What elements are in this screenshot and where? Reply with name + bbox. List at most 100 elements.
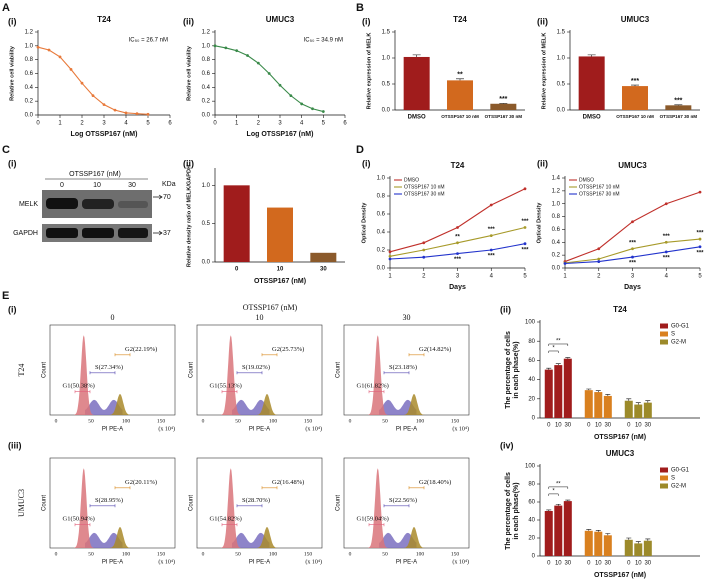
flow-s-phase (85, 399, 123, 415)
y-axis-label: Optical Density (361, 202, 367, 244)
flow-x-unit: (x 10⁴) (158, 558, 175, 565)
flow-g1-peak (219, 468, 242, 548)
legend-label: S (671, 332, 675, 338)
data-point (422, 248, 426, 252)
bar (267, 207, 293, 262)
flow-x-tick: 150 (304, 551, 313, 557)
y-tick-label: 0.6 (25, 71, 34, 77)
error-bar (587, 54, 596, 57)
y-tick-label: 1.0 (202, 183, 211, 189)
panel-label: D (356, 144, 364, 156)
x-tick-label: 30 (564, 561, 571, 567)
annotation: IC₅₀ = 26.7 nM (129, 38, 168, 44)
blot-band (82, 199, 114, 209)
significance: *** (488, 227, 496, 233)
y-axis-label: Relative cell viability (9, 45, 15, 101)
y-tick-label: 1.0 (377, 176, 386, 182)
panel-label: C (2, 144, 10, 156)
protein-label: GAPDH (13, 230, 38, 237)
x-tick-label: 30 (644, 561, 651, 567)
legend-label: OTSSP167 30 nM (579, 191, 620, 197)
gate-bracket (368, 523, 385, 527)
flow-x-label: PI PE-A (396, 560, 417, 566)
flow-y-label: Count (336, 495, 342, 511)
x-tick-label: OTSSP167 30 nM (485, 114, 523, 119)
bar (603, 535, 612, 556)
flow-g2-peak (404, 394, 427, 415)
gate-bracket (261, 486, 278, 490)
flow-x-tick: 100 (269, 418, 278, 424)
y-tick-label: 0.4 (25, 85, 34, 91)
x-tick-label: 5 (523, 274, 527, 280)
significance: *** (629, 240, 637, 246)
gate-label: G1(55.13%) (210, 383, 242, 390)
y-tick-label: 1.4 (552, 176, 561, 182)
x-tick-label: 6 (168, 121, 172, 127)
data-point (146, 112, 150, 116)
error-bar (605, 533, 611, 536)
bar (624, 539, 633, 556)
data-point (563, 262, 567, 265)
error-bar (565, 357, 571, 359)
x-tick-label: 0 (235, 267, 239, 273)
marker-label: 70 (163, 194, 171, 201)
y-tick-label: 0.6 (552, 227, 561, 233)
gate-bracket (89, 504, 116, 508)
y-tick-label: 1.0 (25, 43, 34, 49)
flow-x-tick: 0 (55, 418, 58, 424)
flow-g2-peak (110, 527, 133, 548)
y-tick-label: 20 (528, 396, 535, 402)
data-point (58, 55, 62, 59)
protein-label: MELK (19, 201, 38, 208)
gate-bracket (261, 353, 278, 357)
significance: *** (521, 219, 529, 225)
x-tick-label: 30 (644, 423, 651, 429)
panel-label: E (2, 290, 9, 302)
chart-title: T24 (97, 15, 111, 24)
gate-bracket (114, 486, 131, 490)
marker-arrow (153, 194, 163, 200)
y-tick-label: 0.0 (202, 113, 211, 119)
x-tick-label: 0 (587, 423, 591, 429)
error-bar (595, 530, 601, 532)
legend-label: DMSO (579, 177, 594, 183)
flow-x-unit: (x 10⁴) (305, 558, 322, 565)
flow-cytometry: OTSSP167 (nM) 0 10 30 T24 G2(22.19%) S(27.34%)… (17, 303, 470, 566)
gate-label: G2(16.48%) (272, 479, 304, 486)
x-tick-label: 30 (564, 423, 571, 429)
significance: ** (556, 481, 561, 487)
data-point (523, 242, 527, 246)
x-tick-label: 30 (320, 267, 327, 273)
data-point (698, 245, 702, 249)
y-tick-label: 0 (532, 554, 536, 560)
data-point (69, 67, 73, 71)
flow-s-phase (85, 532, 123, 548)
y-tick-label: 0.4 (377, 230, 386, 236)
x-tick-label: 0 (36, 121, 40, 127)
blot-band (118, 201, 148, 208)
sub-label: (i) (8, 304, 17, 314)
error-bar (635, 541, 641, 544)
bar (634, 543, 643, 556)
error-bar (555, 363, 561, 366)
bar (223, 185, 250, 262)
flow-x-tick: 150 (451, 551, 460, 557)
significance: *** (629, 261, 637, 267)
flow-title: OTSSP167 (nM) (243, 303, 298, 312)
sub-label: (i) (8, 16, 17, 26)
error-bar (565, 499, 571, 502)
lane-label: 10 (93, 182, 101, 189)
flow-g2-peak (404, 527, 427, 548)
error-bar (412, 54, 421, 57)
gate-bracket (383, 504, 410, 508)
x-tick-label: 10 (595, 423, 602, 429)
bar (447, 80, 473, 110)
marker-arrow (153, 230, 163, 236)
x-tick-label: 1 (563, 274, 567, 280)
flow-x-tick: 50 (235, 551, 241, 557)
significance: *** (521, 247, 529, 253)
bar (594, 531, 603, 556)
western-blot: OTSSP167 (nM) 0 10 30 KDa MELK GAPDH 70 … (13, 171, 176, 242)
bar (544, 511, 553, 556)
bar (554, 365, 563, 418)
